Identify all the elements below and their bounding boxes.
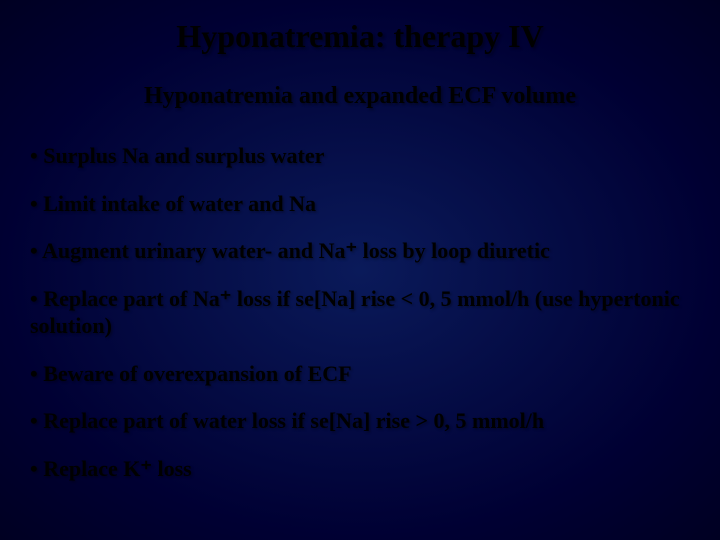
bullet-item: Augment urinary water- and Na⁺ loss by l… (30, 237, 690, 265)
slide-title: Hyponatremia: therapy IV (30, 18, 690, 55)
bullet-item: Surplus Na and surplus water (30, 142, 690, 170)
bullet-item: Limit intake of water and Na (30, 190, 690, 218)
bullet-list: Surplus Na and surplus water Limit intak… (30, 142, 690, 482)
bullet-item: Replace part of water loss if se[Na] ris… (30, 407, 690, 435)
slide-subtitle: Hyponatremia and expanded ECF volume (30, 83, 690, 110)
bullet-item: Beware of overexpansion of ECF (30, 360, 690, 388)
slide: Hyponatremia: therapy IV Hyponatremia an… (0, 0, 720, 540)
bullet-item: Replace K⁺ loss (30, 455, 690, 483)
bullet-item: Replace part of Na⁺ loss if se[Na] rise … (30, 285, 690, 340)
